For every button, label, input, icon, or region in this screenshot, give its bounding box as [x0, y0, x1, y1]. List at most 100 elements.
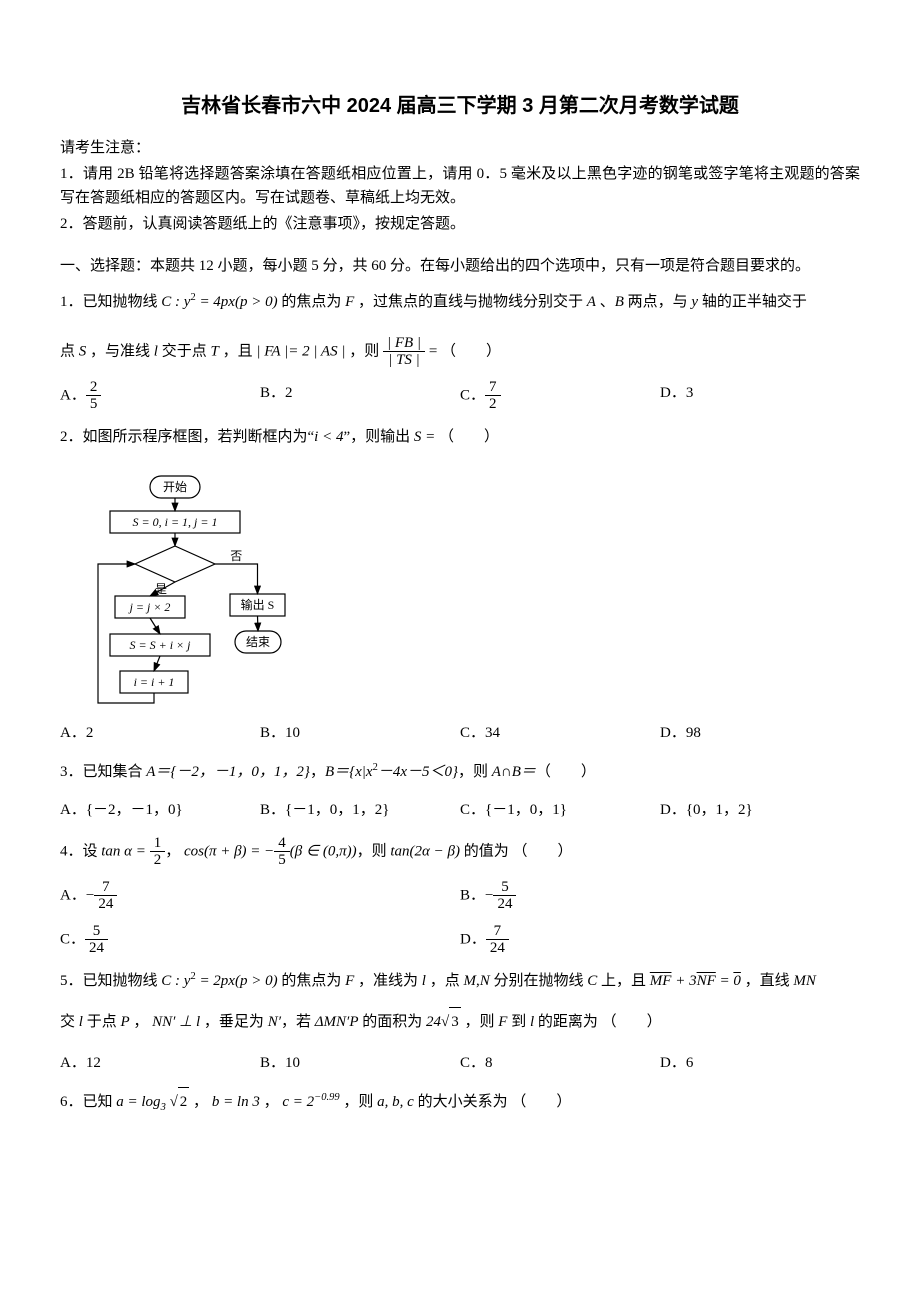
svg-text:是: 是 [155, 582, 167, 596]
q5-MN: MN [793, 973, 816, 989]
q4-tana: tan α = [101, 843, 149, 859]
q1-A-den: 5 [86, 396, 102, 413]
page-title: 吉林省长春市六中 2024 届高三下学期 3 月第二次月考数学试题 [60, 90, 860, 122]
q4-options-1: A．−724 B．−524 [60, 879, 860, 913]
q1-l2-pre: 点 [60, 343, 79, 359]
q5-opt-c: C．8 [460, 1049, 660, 1078]
q3-opt-a: A．{－2，－1，0} [60, 796, 260, 825]
q1-l2-m2: 交于点 [158, 343, 211, 359]
q6-csup: −0.99 [314, 1092, 339, 1103]
q1-frac-den: | TS | [383, 352, 425, 369]
instruction-1: 1．请用 2B 铅笔将选择题答案涂填在答题纸相应位置上，请用 0．5 毫米及以上… [60, 162, 860, 210]
q4-half-num: 1 [150, 835, 166, 853]
q1-l2-m3: ，且 [219, 343, 257, 359]
q1-A-label: A． [60, 387, 86, 403]
q3-opt-b: B．{－1，0，1，2} [260, 796, 460, 825]
q3-AnB: A∩B＝ [492, 764, 536, 780]
q1-l2-m4: ，则 [345, 343, 383, 359]
q1-C-label: C． [460, 387, 485, 403]
q2-B-label: B． [260, 725, 285, 741]
q2-mid: ”，则输出 [343, 429, 413, 445]
q1-opt-b: B．2 [260, 379, 460, 413]
q5-m2: ，准线为 [354, 973, 422, 989]
q5-pre: 5．已知抛物线 [60, 973, 161, 989]
q1-A: A [587, 294, 596, 310]
q6-blank: （ ） [511, 1094, 571, 1110]
q1-m1: 的焦点为 [278, 294, 346, 310]
svg-text:开始: 开始 [163, 480, 187, 494]
q4-B-num: 5 [493, 879, 516, 897]
q2-opt-d: D．98 [660, 719, 860, 748]
q5-blank: （ ） [602, 1014, 662, 1030]
q5-v0: 0 [733, 973, 741, 989]
q6-pre: 6．已知 [60, 1094, 116, 1110]
q4-cos: cos(π + β) = − [184, 843, 274, 859]
q1-frac-num: | FB | [383, 335, 425, 353]
q4-options-2: C．524 D．724 [60, 923, 860, 957]
q1-prefix: 1．已知抛物线 [60, 294, 161, 310]
q5-m3: ，点 [426, 973, 464, 989]
question-4: 4．设 tan α = 12， cos(π + β) = −45(β ∈ (0,… [60, 835, 860, 957]
q5-F: F [345, 973, 354, 989]
q5-sqrt-body: 3 [449, 1007, 461, 1037]
q2-blank: （ ） [439, 429, 499, 445]
q3-A-val: {－2，－1，0} [86, 802, 183, 818]
q5-m6: ，直线 [741, 973, 794, 989]
q5-l2-m5: 的面积为 [359, 1014, 427, 1030]
q5-A-val: 12 [86, 1055, 101, 1071]
q5-D-val: 6 [686, 1055, 694, 1071]
q5-l2-pre: 交 [60, 1014, 79, 1030]
q1-m4: 轴的正半轴交于 [698, 294, 807, 310]
q4-pre: 4．设 [60, 843, 101, 859]
q3-B-label: B． [260, 802, 285, 818]
q5-A-label: A． [60, 1055, 86, 1071]
q4-45-den: 5 [274, 852, 290, 869]
q2-D-val: 98 [686, 725, 701, 741]
q1-opt-d: D．3 [660, 379, 860, 413]
q5-C: C [587, 973, 597, 989]
q4-C-num: 5 [85, 923, 108, 941]
q1-D-val: 3 [686, 385, 694, 401]
question-2: 2．如图所示程序框图，若判断框内为“i < 4”，则输出 S = （ ） 开始S… [60, 423, 860, 748]
q5-l2-m3: ，垂足为 [200, 1014, 268, 1030]
q6-a: a = log [116, 1094, 160, 1110]
q3-D-label: D． [660, 802, 686, 818]
q5-sqrt: 3 [441, 1007, 461, 1037]
q1-l2-m1: ，与准线 [86, 343, 154, 359]
q2-D-label: D． [660, 725, 686, 741]
q3-B1: B＝{x|x [325, 764, 373, 780]
question-3: 3．已知集合 A＝{－2，－1，0，1，2}，B＝{x|x2－4x－5＜0}，则… [60, 758, 860, 825]
q5-C-val: 8 [485, 1055, 493, 1071]
q2-cond: i < 4 [314, 429, 343, 445]
q4-A-label: A． [60, 887, 86, 903]
q6-sqrt-body: 2 [178, 1087, 190, 1117]
q4-D-num: 7 [486, 923, 509, 941]
q1-FA: | FA |= 2 | AS | [256, 343, 345, 359]
q6-s1: ， [189, 1094, 212, 1110]
q2-C-label: C． [460, 725, 485, 741]
q3-blank: （ ） [536, 764, 596, 780]
q5-C1: C : y [161, 973, 190, 989]
q4-B-sign: − [485, 887, 493, 903]
q2-opt-b: B．10 [260, 719, 460, 748]
q2-S: S = [414, 429, 439, 445]
q1-eq: = [425, 343, 441, 359]
q5-l2-m7: 到 [507, 1014, 530, 1030]
q4-D-label: D． [460, 931, 486, 947]
q4-A-sign: − [86, 887, 94, 903]
q4-A-den: 24 [94, 896, 117, 913]
q6-b: b = ln 3 [212, 1094, 260, 1110]
q1-m2: ，过焦点的直线与抛物线分别交于 [354, 294, 587, 310]
q3-opt-d: D．{0，1，2} [660, 796, 860, 825]
q2-options: A．2 B．10 C．34 D．98 [60, 719, 860, 748]
q5-area: 24 [426, 1014, 441, 1030]
q3-options: A．{－2，－1，0} B．{－1，0，1，2} C．{－1，0，1} D．{0… [60, 796, 860, 825]
q2-A-label: A． [60, 725, 86, 741]
q3-mid: ，则 [458, 764, 492, 780]
q6-c: c = 2 [282, 1094, 314, 1110]
q5-B-label: B． [260, 1055, 285, 1071]
q1-opt-c: C．72 [460, 379, 660, 413]
q1-C2: = 4px(p > 0) [196, 294, 278, 310]
q4-mid: 的值为 [460, 843, 513, 859]
q1-A-num: 2 [86, 379, 102, 397]
